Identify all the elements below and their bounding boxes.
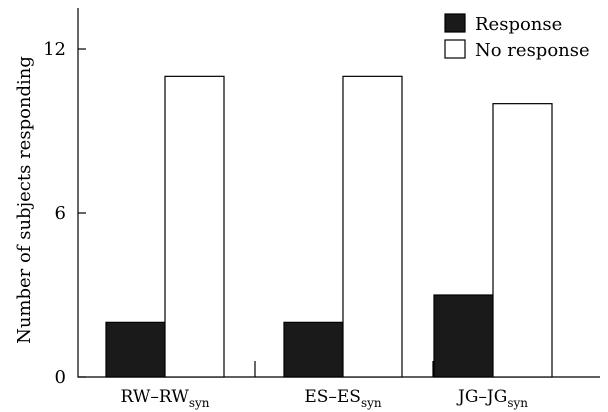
x-tick-label: RW–RWsyn	[121, 387, 210, 410]
legend-label: No response	[475, 40, 590, 61]
bar-response	[283, 321, 344, 378]
bar-no-response	[492, 103, 553, 378]
y-tick-label: 6	[55, 203, 66, 224]
bar-no-response	[164, 75, 225, 378]
legend: Response No response	[444, 13, 590, 61]
x-tick-labels: RW–RWsyn ES–ESsyn JG–JGsyn	[121, 387, 529, 410]
bar-response	[433, 294, 494, 378]
bar-response	[105, 321, 166, 378]
y-tick-label: 12	[43, 39, 66, 60]
legend-label: Response	[475, 14, 562, 35]
x-tick-label: JG–JGsyn	[456, 387, 528, 410]
y-axis-label: Number of subjects responding	[14, 56, 35, 344]
bar-no-response	[342, 75, 403, 378]
legend-swatch-response	[444, 13, 466, 33]
bars	[105, 75, 553, 378]
legend-swatch-no-response	[444, 39, 466, 59]
x-tick-label: ES–ESsyn	[304, 387, 382, 410]
y-tick-label: 0	[55, 367, 66, 388]
y-ticks: 0 6 12	[43, 39, 86, 388]
